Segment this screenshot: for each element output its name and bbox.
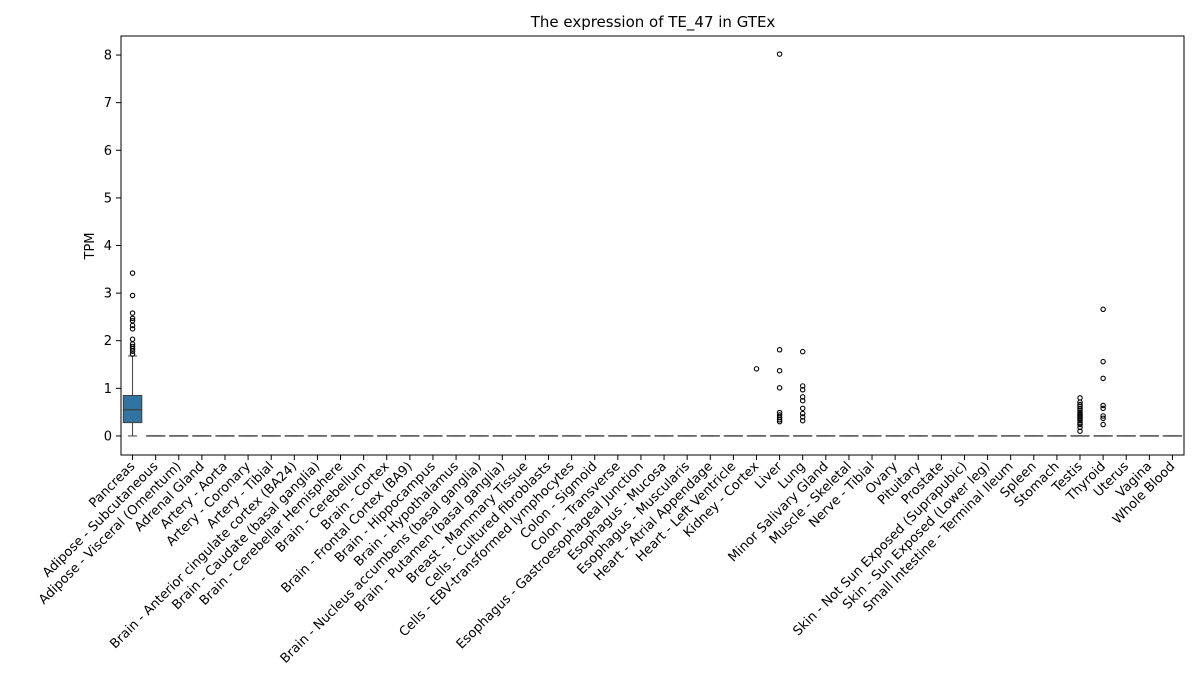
outlier-point — [799, 405, 806, 412]
y-tick-label: 3 — [104, 287, 112, 302]
outlier-point — [799, 414, 806, 420]
outlier-point — [799, 394, 806, 400]
outlier-point — [1100, 415, 1106, 422]
outlier-point — [776, 367, 783, 374]
outlier-point — [129, 348, 136, 354]
outlier-point — [1100, 402, 1106, 409]
outlier-point — [1077, 417, 1083, 424]
outlier-point — [799, 417, 806, 424]
outlier-point — [129, 346, 136, 352]
outlier-point — [1077, 428, 1083, 434]
plot-frame — [120, 35, 1185, 456]
outlier-point — [1077, 405, 1083, 412]
y-tick-label: 5 — [104, 191, 112, 206]
outlier-point — [776, 417, 783, 423]
outlier-point — [129, 351, 136, 357]
outlier-point — [129, 270, 136, 276]
y-tick-label: 8 — [104, 49, 112, 64]
outlier-point — [129, 310, 136, 316]
outlier-point — [799, 387, 806, 393]
outlier-point — [1100, 358, 1106, 365]
box-body — [122, 394, 143, 424]
outlier-point — [799, 383, 806, 389]
outlier-point — [776, 51, 783, 57]
outlier-point — [1100, 421, 1106, 428]
outlier-point — [799, 348, 806, 355]
y-tick-label: 6 — [104, 144, 112, 159]
y-tick-label: 0 — [104, 429, 112, 444]
outlier-point — [1100, 413, 1106, 419]
outlier-point — [799, 397, 806, 404]
outlier-point — [1100, 405, 1106, 412]
y-tick-label: 1 — [104, 382, 112, 397]
chart-title: The expression of TE_47 in GTEx — [530, 13, 776, 32]
outlier-point — [129, 336, 136, 343]
outlier-point — [129, 322, 136, 329]
outlier-point — [776, 385, 783, 391]
outlier-point — [776, 347, 783, 353]
outlier-point — [776, 418, 783, 425]
outlier-point — [129, 315, 136, 322]
outlier-point — [129, 326, 136, 332]
outlier-point — [799, 410, 806, 417]
outlier-point — [1077, 424, 1083, 431]
outlier-point — [1077, 421, 1083, 428]
outlier-point — [129, 292, 136, 299]
y-tick-label: 7 — [104, 96, 112, 111]
y-tick-label: 2 — [104, 334, 112, 349]
y-tick-label: 4 — [104, 239, 112, 254]
outlier-point — [1100, 375, 1106, 382]
outlier-point — [753, 366, 760, 372]
outlier-point — [1077, 401, 1083, 408]
outlier-point — [1077, 403, 1083, 410]
outlier-point — [1100, 306, 1106, 313]
y-axis-label: TPM — [83, 233, 98, 261]
